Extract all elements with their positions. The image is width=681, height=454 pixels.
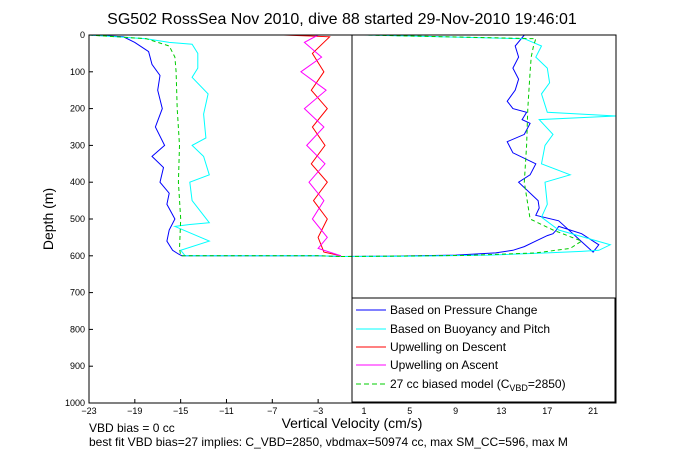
y-tick-label: 200 — [70, 104, 85, 114]
legend-model-prefix: 27 cc biased model (C — [390, 377, 510, 391]
y-tick-label: 100 — [70, 67, 85, 77]
series-line-7 — [340, 35, 583, 257]
legend-label-buoyancy: Based on Buoyancy and Pitch — [390, 322, 550, 336]
x-tick-label: 13 — [496, 406, 506, 416]
y-tick-label: 500 — [70, 214, 85, 224]
x-tick-label: −19 — [127, 406, 142, 416]
legend: Based on Pressure Change Based on Buoyan… — [351, 297, 616, 403]
series-line-1 — [340, 35, 600, 257]
x-tick-label: 17 — [542, 406, 552, 416]
x-tick-label: 9 — [453, 406, 458, 416]
chart-title: SG502 RossSea Nov 2010, dive 88 started … — [107, 11, 577, 28]
x-axis-label: Vertical Velocity (cm/s) — [282, 415, 423, 431]
series-line-0 — [89, 35, 342, 257]
x-tick-label: −11 — [219, 406, 234, 416]
y-tick-label: 600 — [70, 251, 85, 261]
x-tick-label: −7 — [267, 406, 277, 416]
legend-label-pressure: Based on Pressure Change — [390, 303, 538, 317]
legend-label-model: 27 cc biased model (CVBD=2850) — [390, 377, 566, 393]
x-tick-label: −3 — [313, 406, 323, 416]
x-tick-label: 5 — [407, 406, 412, 416]
x-tick-label: −23 — [81, 406, 96, 416]
y-axis: 0 100 200 300 400 500 600 700 800 900 1000 — [65, 30, 93, 408]
y-tick-label: 300 — [70, 140, 85, 150]
y-tick-label: 900 — [70, 361, 85, 371]
vbd-bias-note: VBD bias = 0 cc — [89, 421, 175, 435]
series-line-2 — [89, 35, 342, 257]
legend-label-ascent: Upwelling on Ascent — [390, 358, 499, 372]
series-layer — [89, 35, 616, 257]
y-tick-label: 700 — [70, 288, 85, 298]
legend-model-subscript: VBD — [509, 383, 528, 393]
best-fit-note: best fit VBD bias=27 implies: C_VBD=2850… — [89, 435, 568, 449]
y-tick-label: 800 — [70, 324, 85, 334]
series-line-6 — [89, 35, 342, 257]
series-line-3 — [340, 35, 616, 257]
legend-box — [351, 297, 616, 403]
y-tick-label: 0 — [80, 30, 85, 40]
x-tick-label: 1 — [361, 406, 366, 416]
series-line-4 — [283, 35, 342, 257]
x-tick-label: 21 — [588, 406, 598, 416]
y-axis-label: Depth (m) — [40, 188, 56, 250]
y-tick-label: 1000 — [65, 398, 85, 408]
x-tick-label: −15 — [173, 406, 188, 416]
series-line-5 — [300, 35, 342, 257]
legend-model-suffix: =2850) — [528, 377, 566, 391]
legend-label-descent: Upwelling on Descent — [390, 340, 507, 354]
y-tick-label: 400 — [70, 177, 85, 187]
